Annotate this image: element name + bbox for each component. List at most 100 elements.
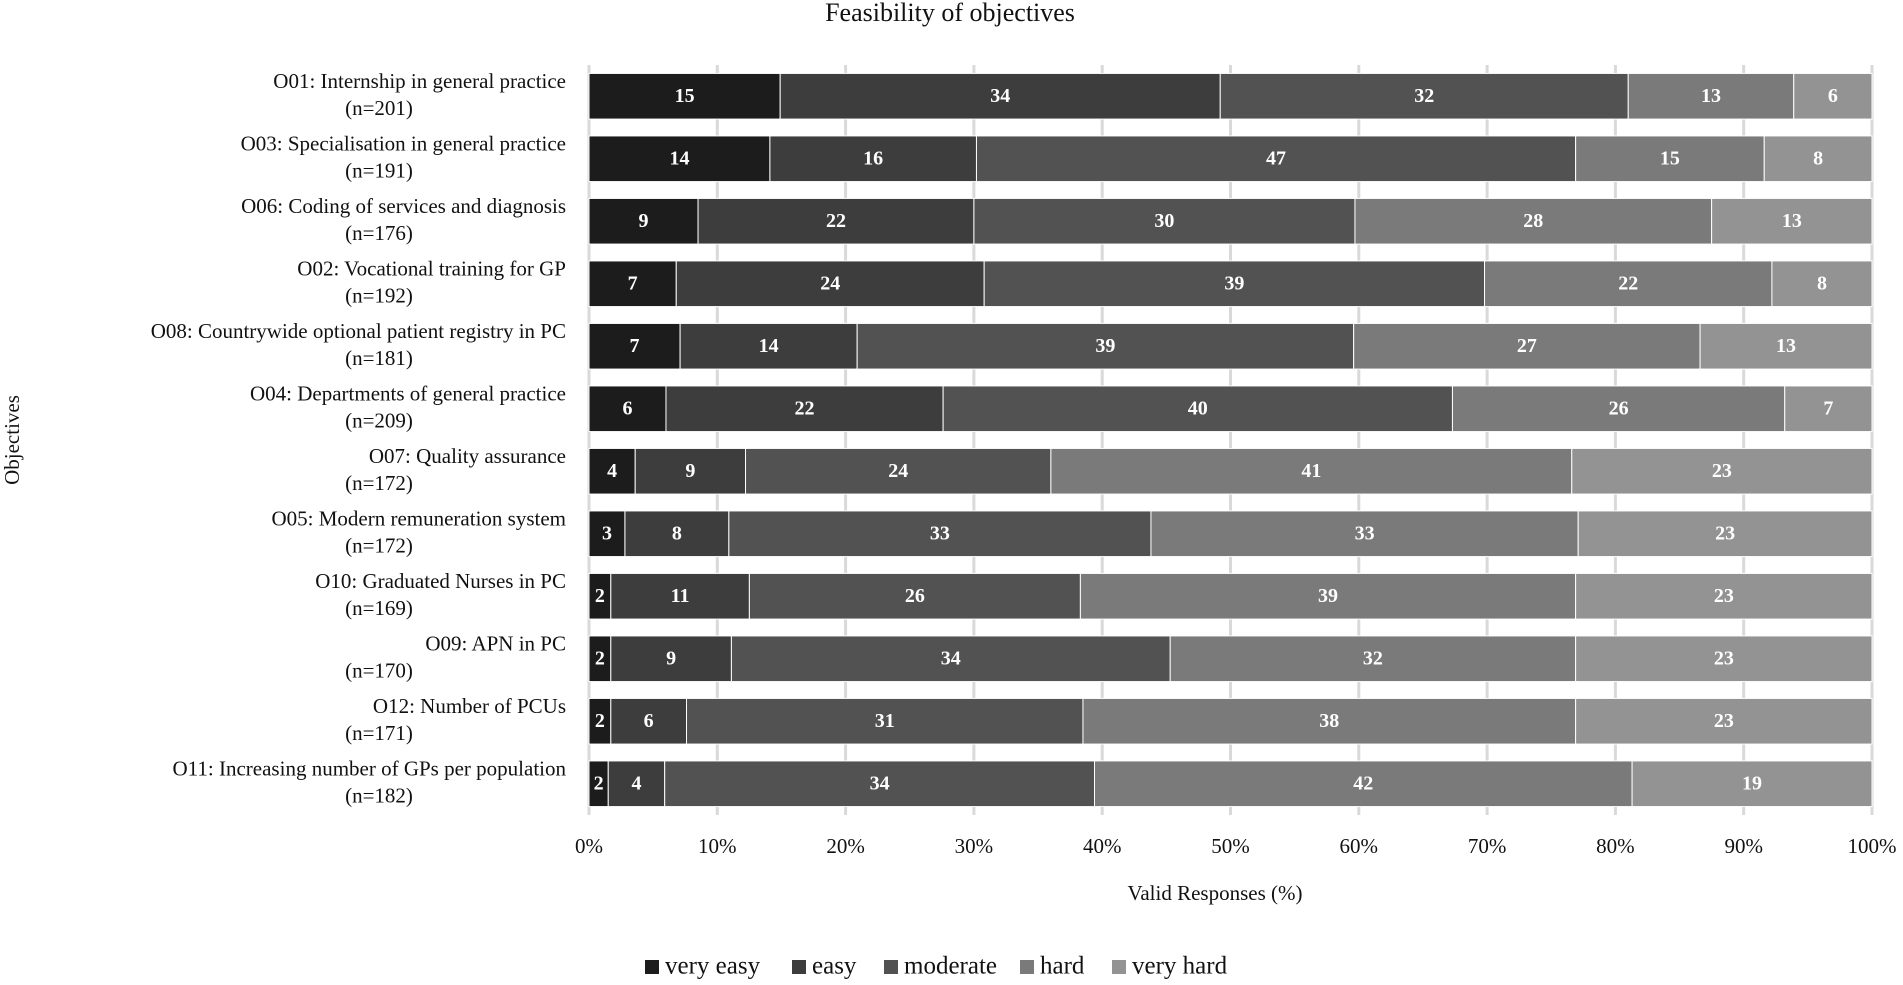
legend-label: hard	[1040, 953, 1085, 980]
bar-segment	[1575, 635, 1873, 683]
bar-segment	[730, 635, 1171, 683]
value-label: 26	[905, 585, 925, 607]
y-axis-title: Objectives	[0, 395, 24, 485]
x-tick-label: 40%	[1083, 834, 1122, 858]
bar-segment	[1575, 135, 1765, 183]
x-tick-label: 70%	[1468, 834, 1507, 858]
bar-segment	[588, 197, 699, 245]
bar-segment	[1094, 760, 1633, 808]
value-label: 7	[630, 335, 640, 357]
value-label: 41	[1301, 460, 1321, 482]
y-tick-label: O12: Number of PCUs	[373, 694, 566, 718]
value-label: 6	[1828, 85, 1838, 107]
y-tick-label: O03: Specialisation in general practice	[241, 132, 566, 156]
value-label: 32	[1363, 647, 1383, 669]
y-tick-label: O04: Departments of general practice	[250, 382, 566, 406]
value-label: 24	[820, 272, 840, 294]
bar-segment	[1793, 72, 1873, 120]
bar-segment	[588, 447, 636, 495]
bar-segment	[1784, 385, 1873, 433]
legend-swatch	[1020, 960, 1034, 974]
value-label: 2	[594, 772, 604, 794]
value-label: 16	[863, 147, 883, 169]
value-label: 33	[930, 522, 950, 544]
legend-swatch	[792, 960, 806, 974]
bar-segment	[686, 697, 1084, 745]
bar-segment	[1627, 72, 1795, 120]
x-tick-label: 10%	[698, 834, 737, 858]
bar-segment	[1771, 260, 1873, 308]
bar-segment	[1575, 572, 1873, 620]
y-tick-label: (n=201)	[345, 96, 413, 120]
value-label: 31	[875, 710, 895, 732]
y-tick-label: (n=182)	[345, 784, 413, 808]
bar-segment	[1451, 385, 1786, 433]
bar-segment	[1577, 510, 1873, 558]
bar-segment	[588, 385, 667, 433]
x-tick-label: 80%	[1596, 834, 1635, 858]
value-label: 26	[1609, 397, 1629, 419]
x-tick-label: 50%	[1211, 834, 1250, 858]
legend-label: very easy	[665, 953, 761, 980]
bar-segment	[1150, 510, 1579, 558]
y-tick-label: (n=176)	[345, 221, 413, 245]
bar-segment	[697, 197, 975, 245]
legend-swatch	[1112, 960, 1126, 974]
bar-segment	[1169, 635, 1577, 683]
bar-segment	[1575, 697, 1873, 745]
bar-segment	[634, 447, 747, 495]
value-label: 34	[990, 85, 1010, 107]
value-label: 38	[1319, 710, 1339, 732]
value-label: 2	[595, 585, 605, 607]
chart-title: Feasibility of objectives	[825, 0, 1075, 27]
bar-segment	[607, 760, 666, 808]
bar-segment	[1763, 135, 1873, 183]
x-tick-label: 100%	[1848, 834, 1897, 858]
legend-label: very hard	[1132, 953, 1228, 980]
value-label: 14	[669, 147, 689, 169]
value-label: 39	[1224, 272, 1244, 294]
bar-segment	[769, 135, 977, 183]
bar-segment	[665, 385, 944, 433]
bar-segment	[1353, 322, 1701, 370]
value-label: 7	[1823, 397, 1833, 419]
value-label: 8	[1817, 272, 1827, 294]
bar-segment	[779, 72, 1221, 120]
value-label: 32	[1414, 85, 1434, 107]
value-label: 27	[1517, 335, 1537, 357]
bar-segment	[1699, 322, 1873, 370]
y-tick-label: O08: Countrywide optional patient regist…	[151, 319, 566, 343]
bar-segment	[1050, 447, 1573, 495]
value-label: 23	[1714, 710, 1734, 732]
x-tick-label: 60%	[1340, 834, 1379, 858]
value-label: 23	[1714, 585, 1734, 607]
value-label: 2	[595, 710, 605, 732]
value-label: 4	[631, 772, 641, 794]
y-tick-label: O06: Coding of services and diagnosis	[241, 194, 566, 218]
y-tick-label: O02: Vocational training for GP	[297, 257, 566, 281]
value-label: 4	[607, 460, 617, 482]
value-label: 9	[639, 210, 649, 232]
bar-segment	[588, 135, 771, 183]
value-label: 8	[1813, 147, 1823, 169]
legend-label: easy	[812, 953, 857, 980]
y-tick-label: (n=172)	[345, 534, 413, 558]
value-label: 34	[941, 647, 961, 669]
value-label: 39	[1095, 335, 1115, 357]
value-label: 23	[1714, 647, 1734, 669]
value-label: 34	[870, 772, 890, 794]
value-label: 42	[1353, 772, 1373, 794]
value-label: 23	[1712, 460, 1732, 482]
y-tick-label: (n=170)	[345, 659, 413, 683]
y-tick-label: (n=171)	[345, 721, 413, 745]
value-label: 19	[1742, 772, 1762, 794]
y-tick-label: O11: Increasing number of GPs per popula…	[173, 757, 567, 781]
y-tick-label: O10: Graduated Nurses in PC	[315, 569, 566, 593]
bar-segment	[973, 197, 1356, 245]
x-tick-label: 20%	[826, 834, 865, 858]
bar-segment	[588, 322, 681, 370]
value-label: 30	[1154, 210, 1174, 232]
bar-segment	[1484, 260, 1773, 308]
value-label: 28	[1523, 210, 1543, 232]
